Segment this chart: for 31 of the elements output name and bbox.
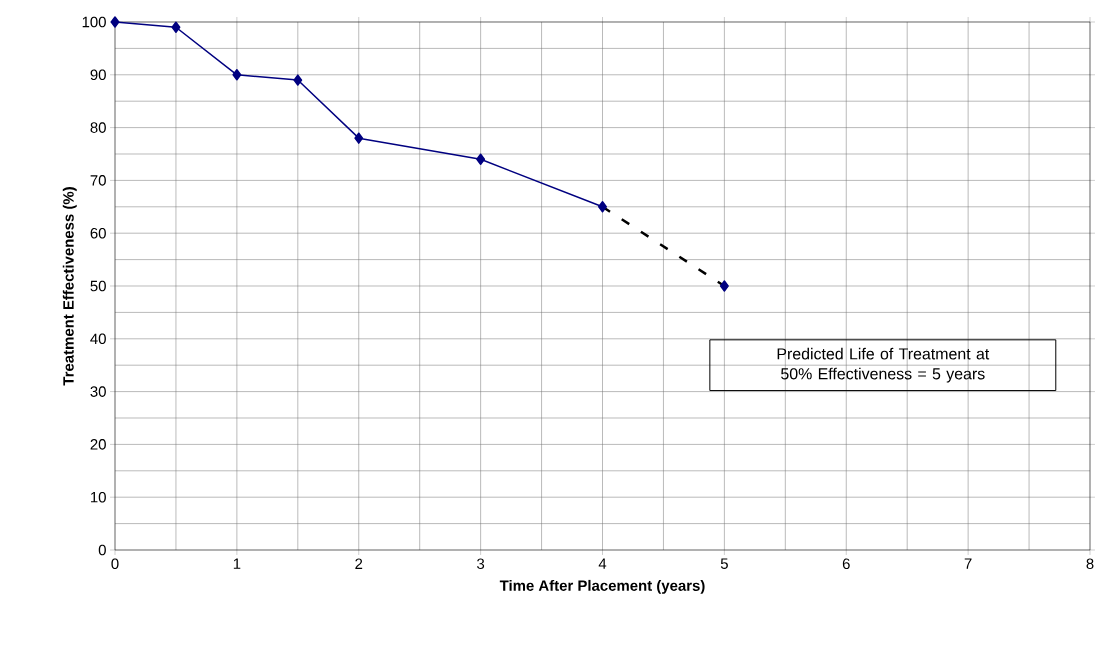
x-tick-label: 8	[1086, 558, 1094, 570]
y-tick-label: 50	[90, 280, 106, 292]
y-tick-label: 40	[90, 333, 106, 345]
y-tick-label: 60	[90, 227, 106, 239]
point	[110, 16, 120, 28]
y-tick-label: 70	[90, 175, 106, 186]
x-axis-title: Time After Placement (years)	[499, 579, 705, 594]
x-tick-label: 7	[964, 558, 972, 569]
x-tick-label: 6	[842, 558, 850, 570]
y-tick-label: 30	[90, 386, 106, 397]
point	[719, 280, 729, 292]
y-tick-label: 100	[82, 16, 106, 28]
x-tick-label: 0	[111, 558, 119, 570]
y-tick-label: 80	[90, 122, 106, 133]
point	[476, 153, 486, 166]
point	[171, 21, 181, 33]
x-tick-label: 4	[598, 558, 607, 569]
y-tick-label: 90	[90, 69, 106, 81]
x-tick-label: 5	[720, 558, 728, 569]
x-tick-label: 2	[355, 558, 363, 569]
point	[354, 132, 364, 144]
point	[598, 201, 607, 213]
y-axis-title: Treatment Effectiveness (%)	[62, 187, 77, 386]
y-tick-label: 10	[91, 491, 106, 503]
y-tick-label: 20	[90, 439, 106, 450]
point	[232, 69, 242, 81]
x-tick-label: 1	[233, 558, 241, 569]
y-tick-label: 0	[98, 544, 106, 556]
point	[293, 74, 303, 86]
x-tick-label: 3	[477, 558, 485, 570]
annotation: Predicted Life of Treatment at 50% Effectiveness = 5 years	[777, 347, 990, 383]
